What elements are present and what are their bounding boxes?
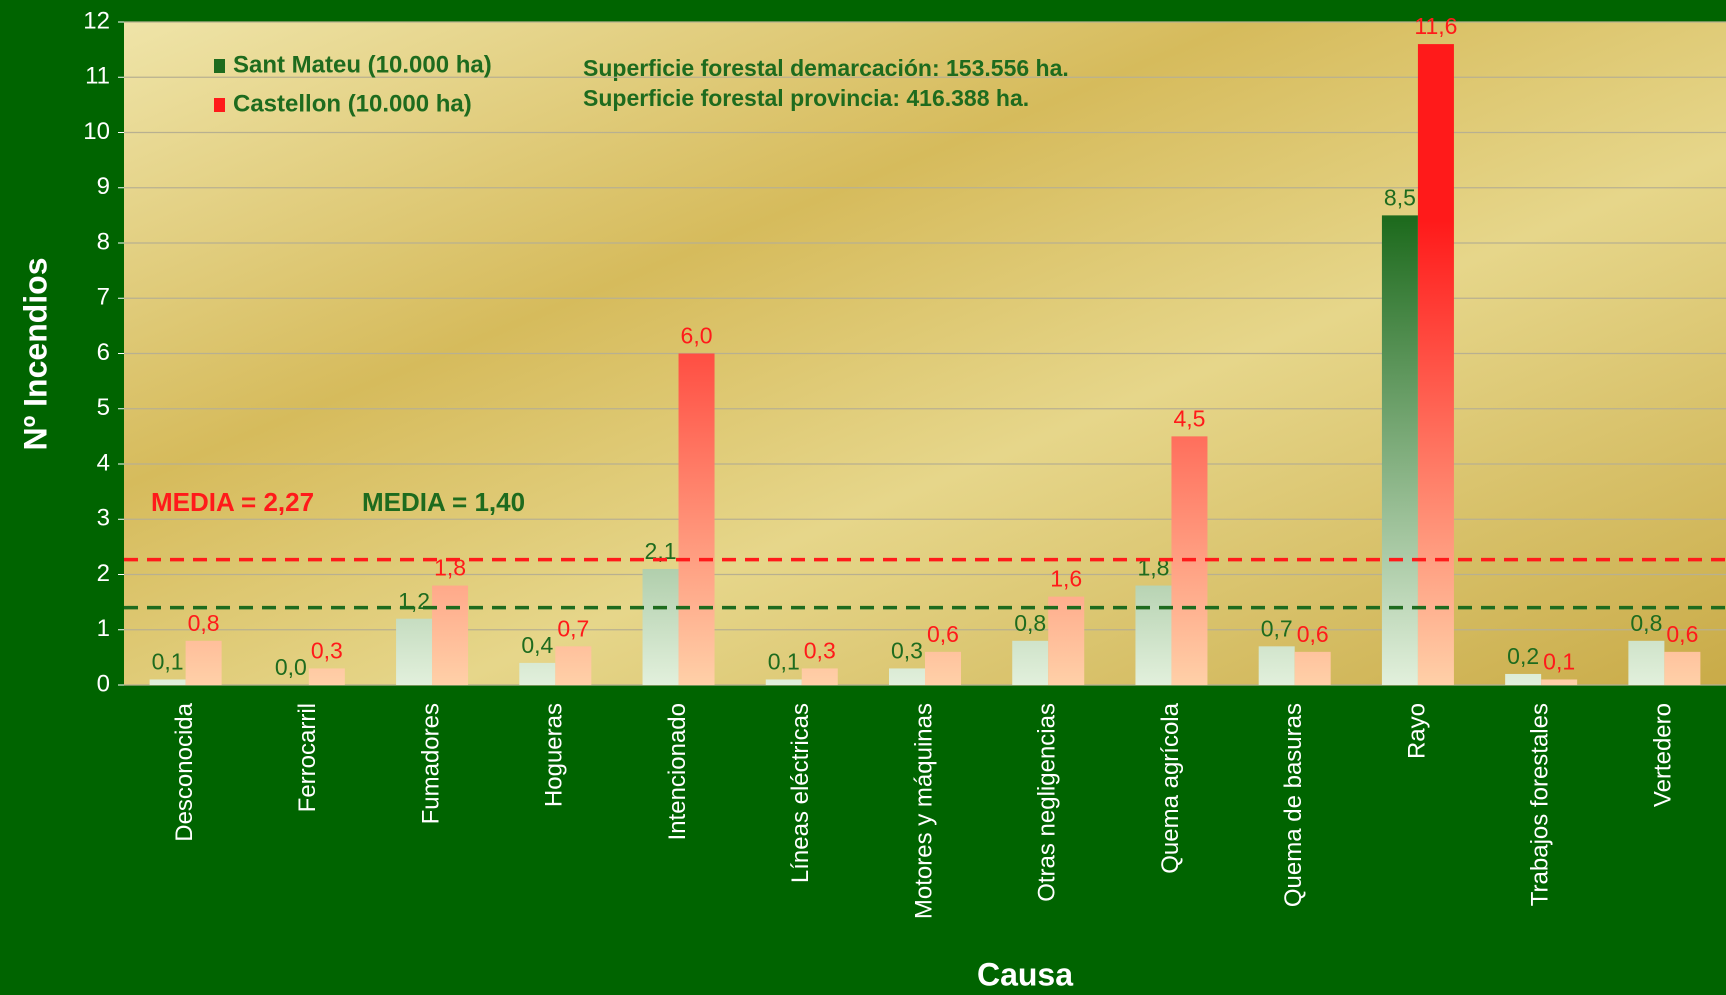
legend-label: Castellon (10.000 ha) — [233, 90, 472, 117]
value-label: 0,8 — [1014, 610, 1046, 636]
value-label: 0,6 — [1666, 621, 1698, 647]
x-tick-label: Ferrocarril — [294, 703, 321, 812]
annotation: Superficie forestal provincia: 416.388 h… — [583, 85, 1029, 111]
value-label: 0,0 — [275, 654, 307, 680]
x-tick-label: Motores y máquinas — [910, 703, 937, 919]
y-tick-label: 9 — [97, 173, 110, 200]
x-tick-label: Hogueras — [541, 703, 568, 807]
bar — [1664, 651, 1701, 685]
y-tick-label: 12 — [83, 7, 110, 34]
value-label: 0,2 — [1507, 643, 1539, 669]
value-label: 0,1 — [1543, 649, 1575, 675]
bar — [555, 646, 592, 685]
bar — [642, 568, 679, 685]
y-tick-label: 6 — [97, 339, 110, 366]
bar — [1505, 673, 1542, 685]
value-label: 0,3 — [804, 638, 836, 664]
bar — [1541, 679, 1578, 685]
y-tick-label: 8 — [97, 228, 110, 255]
bar — [1012, 640, 1049, 685]
value-label: 0,1 — [152, 649, 184, 675]
value-label: 0,3 — [311, 638, 343, 664]
y-tick-label: 2 — [97, 560, 110, 587]
legend-marker — [214, 59, 225, 73]
value-label: 1,2 — [398, 588, 430, 614]
bar — [432, 585, 469, 685]
y-tick-label: 1 — [97, 615, 110, 642]
value-label: 4,5 — [1173, 405, 1205, 431]
reference-label: MEDIA = 2,27 — [151, 487, 314, 517]
value-label: 0,3 — [891, 638, 923, 664]
x-tick-label: Rayo — [1403, 703, 1430, 759]
value-label: 0,4 — [521, 632, 553, 658]
bar — [149, 679, 186, 685]
y-axis-label: Nº Incendios — [17, 257, 53, 450]
legend-label: Sant Mateu (10.000 ha) — [233, 51, 492, 78]
y-tick-label: 3 — [97, 505, 110, 532]
x-tick-label: Líneas eléctricas — [787, 703, 814, 883]
value-label: 0,7 — [557, 615, 589, 641]
bar — [1381, 215, 1418, 685]
bar — [889, 668, 925, 685]
x-tick-label: Intencionado — [664, 703, 691, 840]
x-tick-label: Quema agrícola — [1157, 702, 1184, 873]
x-tick-label: Desconocida — [171, 702, 198, 841]
x-tick-label: Vertedero — [1650, 703, 1677, 807]
bar — [519, 662, 556, 685]
bar — [396, 618, 433, 685]
y-tick-label: 4 — [97, 449, 110, 476]
bar — [1628, 640, 1665, 685]
x-axis-label: Causa — [977, 956, 1073, 992]
y-tick-label: 0 — [97, 670, 110, 697]
bar — [925, 651, 961, 685]
reference-label: MEDIA = 1,40 — [362, 487, 525, 517]
value-label: 0,6 — [927, 621, 959, 647]
bar — [308, 668, 345, 685]
legend-marker — [214, 98, 225, 112]
value-label: 0,7 — [1261, 615, 1293, 641]
value-label: 11,6 — [1414, 13, 1457, 39]
bar — [1417, 44, 1454, 686]
bar — [765, 679, 802, 685]
y-tick-label: 10 — [83, 118, 110, 145]
bar — [185, 640, 222, 685]
value-label: 6,0 — [681, 323, 713, 349]
y-tick-label: 11 — [85, 63, 110, 90]
value-label: 0,8 — [1630, 610, 1662, 636]
bar — [1135, 585, 1172, 685]
value-label: 0,8 — [188, 610, 220, 636]
value-label: 0,1 — [768, 649, 800, 675]
x-tick-label: Quema de basuras — [1280, 703, 1307, 907]
bar — [1258, 646, 1295, 685]
value-label: 0,6 — [1297, 621, 1329, 647]
x-tick-label: Trabajos forestales — [1526, 703, 1553, 906]
value-label: 8,5 — [1384, 184, 1416, 210]
x-tick-label: Fumadores — [417, 703, 444, 824]
bar — [1294, 651, 1331, 685]
y-tick-label: 5 — [97, 394, 110, 421]
x-tick-label: Otras negligencias — [1034, 703, 1061, 902]
bar — [1048, 596, 1085, 685]
value-label: 1,6 — [1050, 566, 1082, 592]
y-tick-label: 7 — [97, 284, 110, 311]
bar — [801, 668, 838, 685]
bar — [678, 353, 715, 685]
